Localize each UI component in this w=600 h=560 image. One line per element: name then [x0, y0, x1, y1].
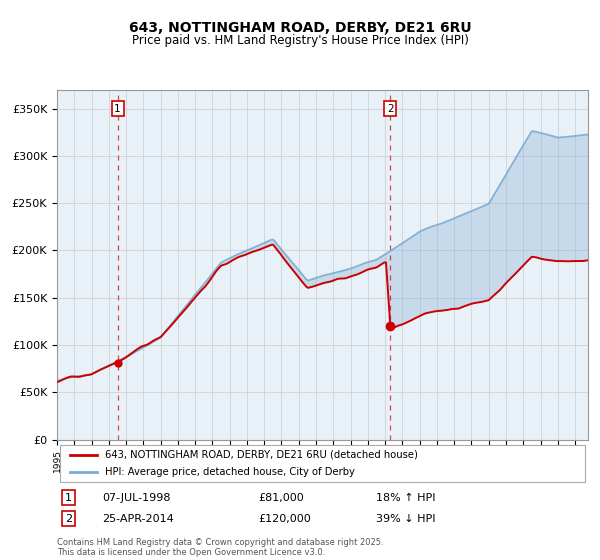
- Text: 2: 2: [65, 514, 72, 524]
- Text: 25-APR-2014: 25-APR-2014: [102, 514, 174, 524]
- Text: 1: 1: [114, 104, 121, 114]
- Text: HPI: Average price, detached house, City of Derby: HPI: Average price, detached house, City…: [105, 468, 355, 478]
- Text: Contains HM Land Registry data © Crown copyright and database right 2025.
This d: Contains HM Land Registry data © Crown c…: [57, 538, 383, 557]
- Text: £81,000: £81,000: [259, 493, 305, 503]
- Text: 18% ↑ HPI: 18% ↑ HPI: [376, 493, 435, 503]
- Text: 1: 1: [65, 493, 72, 503]
- Text: 2: 2: [387, 104, 394, 114]
- Text: £120,000: £120,000: [259, 514, 311, 524]
- Text: Price paid vs. HM Land Registry's House Price Index (HPI): Price paid vs. HM Land Registry's House …: [131, 34, 469, 46]
- Text: 39% ↓ HPI: 39% ↓ HPI: [376, 514, 435, 524]
- Text: 643, NOTTINGHAM ROAD, DERBY, DE21 6RU: 643, NOTTINGHAM ROAD, DERBY, DE21 6RU: [128, 21, 472, 35]
- Text: 643, NOTTINGHAM ROAD, DERBY, DE21 6RU (detached house): 643, NOTTINGHAM ROAD, DERBY, DE21 6RU (d…: [105, 450, 418, 460]
- Text: 07-JUL-1998: 07-JUL-1998: [102, 493, 170, 503]
- FancyBboxPatch shape: [59, 445, 586, 482]
